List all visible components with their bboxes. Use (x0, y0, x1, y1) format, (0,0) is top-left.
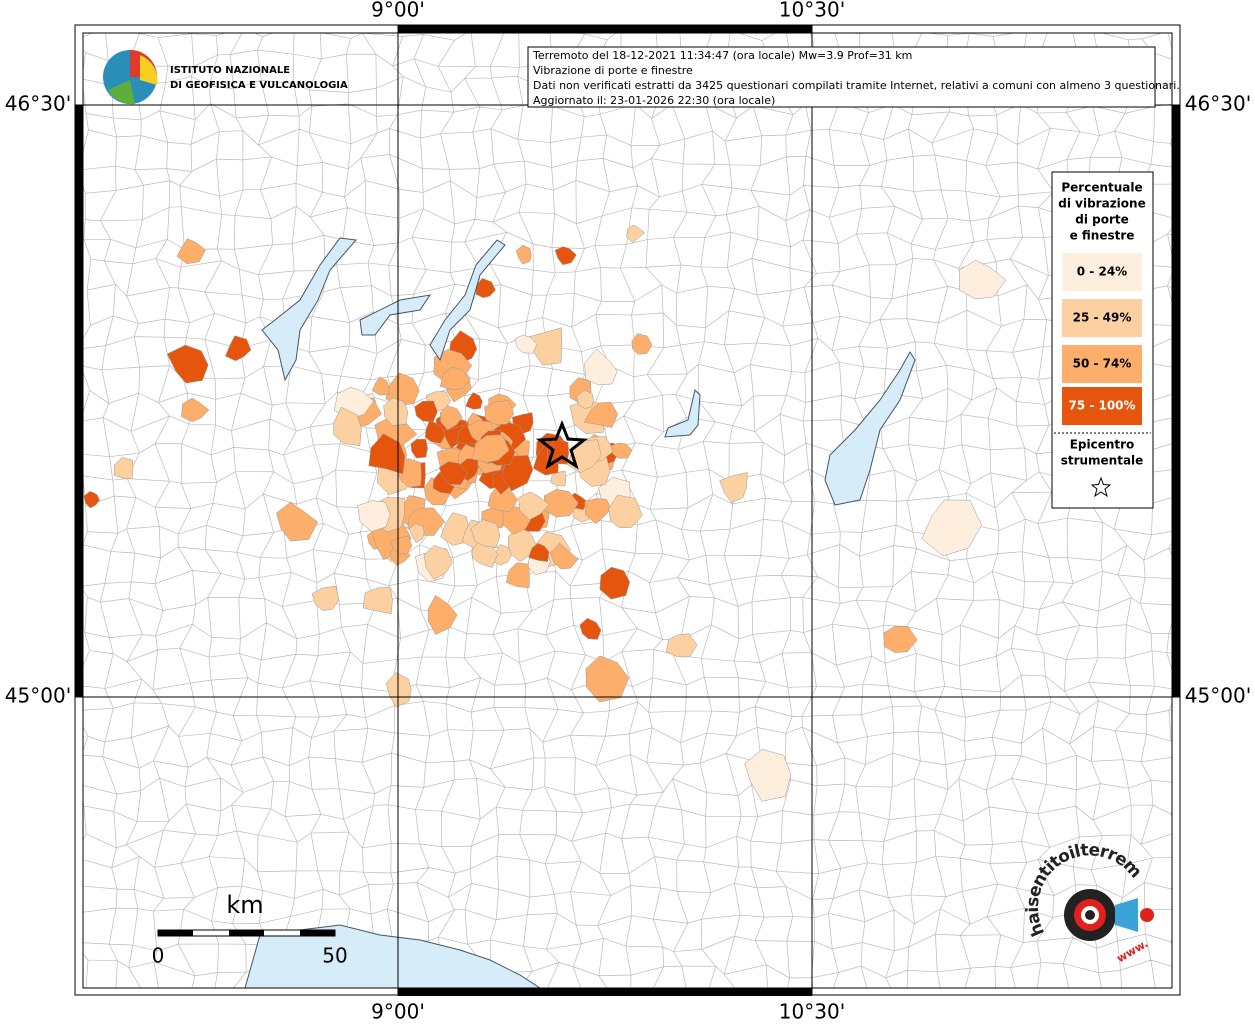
legend-label: 75 - 100% (1068, 399, 1135, 413)
municipality (357, 500, 391, 532)
legend-swatch (1062, 299, 1142, 337)
municipality (83, 491, 100, 509)
legend-title: di vibrazione (1058, 197, 1145, 211)
municipality (471, 434, 510, 463)
municipality (505, 562, 530, 588)
info-line: Aggiornato il: 23-01-2026 22:30 (ora loc… (533, 94, 775, 107)
legend-label: 0 - 24% (1077, 265, 1127, 279)
municipality (408, 523, 425, 543)
municipality (181, 397, 210, 423)
municipality (410, 438, 428, 459)
municipality (608, 494, 643, 529)
municipality (514, 334, 538, 354)
municipality (465, 392, 483, 410)
lon-label: 9°00' (371, 1000, 425, 1024)
municipality (958, 259, 1007, 300)
municipality (333, 406, 362, 446)
municipality (631, 333, 653, 355)
municipality (425, 419, 447, 444)
lat-label: 46°30' (1185, 92, 1251, 116)
municipality (550, 542, 579, 570)
institute-name: ISTITUTO NAZIONALE (170, 65, 290, 76)
municipality (719, 472, 748, 504)
epicentre (535, 419, 589, 470)
municipality (528, 543, 550, 562)
municipality (921, 499, 982, 557)
municipality (225, 335, 252, 362)
municipality (744, 749, 792, 802)
municipality (583, 401, 618, 428)
municipality (439, 366, 471, 390)
municipality (389, 535, 413, 555)
lon-label: 10°30' (779, 1000, 845, 1024)
legend-swatch (1062, 253, 1142, 291)
municipality (585, 655, 630, 703)
municipality (665, 633, 698, 658)
municipality (576, 390, 594, 409)
municipality (362, 586, 393, 615)
municipality (176, 238, 206, 265)
scale-bar: km 0 50 (152, 891, 348, 968)
municipality (515, 244, 532, 265)
municipality (311, 585, 340, 611)
municipality (414, 400, 438, 423)
municipality (484, 400, 515, 425)
legend-title: e finestre (1070, 229, 1135, 243)
ingv-logo: ISTITUTO NAZIONALE DI GEOFISICA E VULCAN… (103, 50, 348, 105)
municipality (550, 470, 567, 487)
scale-label: 50 (322, 944, 347, 968)
municipality (554, 246, 577, 266)
legend-title: di porte (1075, 213, 1129, 227)
info-line: Vibrazione di porte e finestre (533, 64, 693, 77)
municipality (599, 566, 630, 600)
municipality (423, 544, 453, 580)
municipality (518, 491, 550, 521)
municipality (584, 498, 612, 525)
legend-label: 50 - 74% (1073, 357, 1132, 371)
lon-label: 10°30' (779, 0, 845, 22)
municipality (427, 594, 458, 635)
legend-title: Percentuale (1061, 181, 1142, 195)
municipality (626, 224, 645, 243)
municipality (166, 344, 209, 384)
info-line: Terremoto del 18-12-2021 11:34:47 (ora l… (532, 49, 912, 62)
legend-swatch (1062, 345, 1142, 383)
info-box: Terremoto del 18-12-2021 11:34:47 (ora l… (527, 46, 1180, 108)
lat-label: 45°00' (1185, 684, 1251, 708)
municipality (584, 348, 618, 386)
legend-star (1090, 476, 1112, 498)
lakes (244, 237, 916, 988)
municipality (439, 461, 468, 486)
municipality (383, 397, 409, 426)
legend-swatch (1062, 387, 1142, 425)
municipality (385, 672, 412, 708)
frame (74, 24, 1181, 996)
lat-label: 45°00' (5, 684, 71, 708)
info-line: Dati non verificati estratti da 3425 que… (533, 79, 1180, 92)
municipality (113, 457, 134, 480)
municipality (883, 625, 918, 653)
municipality (610, 442, 633, 459)
municipality (439, 405, 463, 431)
institute-name: DI GEOFISICA E VULCANOLOGIA (170, 80, 348, 91)
lon-label: 9°00' (371, 0, 425, 22)
legend-epicentre: Epicentro (1070, 438, 1135, 452)
municipality (470, 519, 501, 548)
legend-epicentre: strumentale (1061, 454, 1144, 468)
municipality (368, 433, 406, 475)
municipality (579, 617, 602, 640)
scale-label: 0 (152, 944, 165, 968)
municipality (276, 501, 319, 542)
municipality (371, 376, 390, 396)
legend-label: 25 - 49% (1073, 311, 1132, 325)
lat-label: 46°30' (5, 92, 71, 116)
legend: Epicentro strumentale Percentuale di vibr… (1051, 171, 1154, 509)
scale-unit: km (226, 891, 263, 919)
